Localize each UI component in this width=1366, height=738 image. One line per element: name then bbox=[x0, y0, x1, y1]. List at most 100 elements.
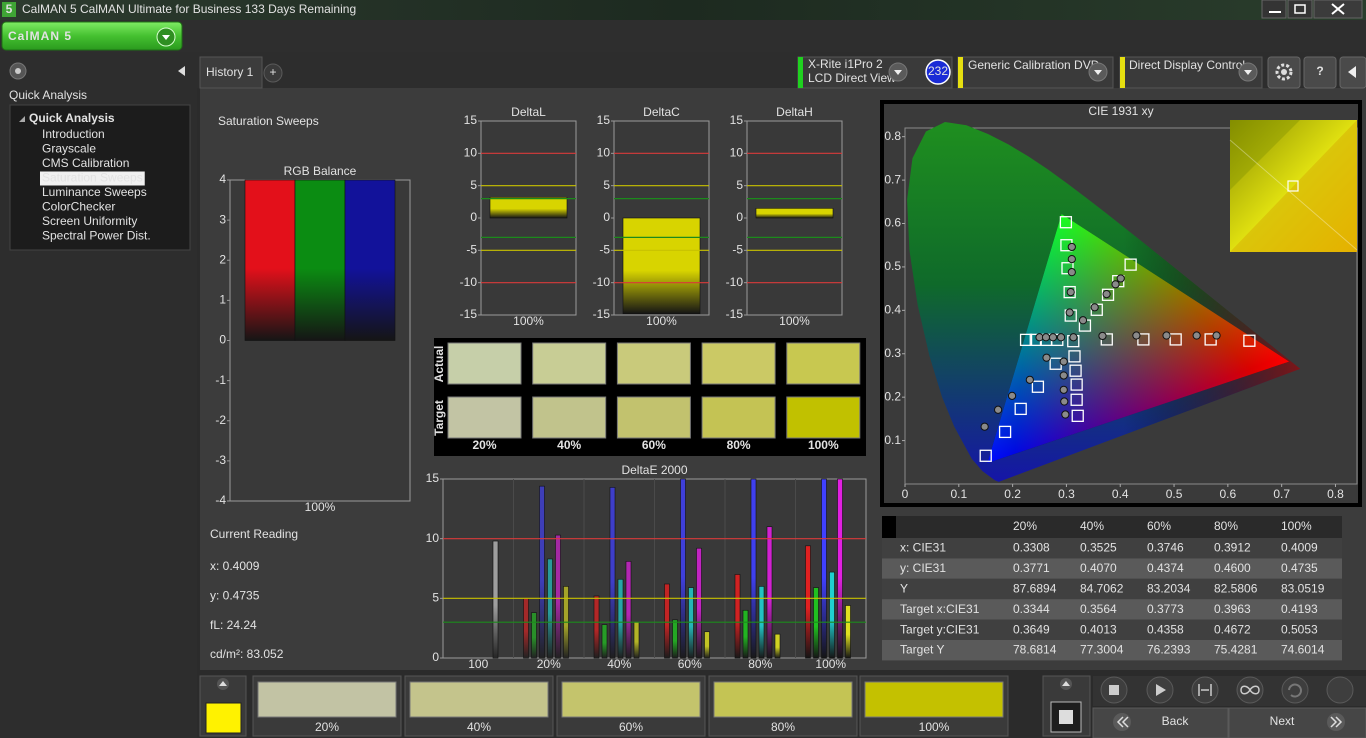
source-selector[interactable] bbox=[957, 56, 1114, 89]
target-point bbox=[1070, 378, 1083, 391]
y-tick-label: 10 bbox=[597, 146, 611, 160]
y-tick-label: 0.5 bbox=[884, 259, 901, 273]
table-row-label: x: CIE31 bbox=[900, 541, 946, 555]
table-cell: 82.5806 bbox=[1214, 581, 1258, 595]
x-tick-label: 20% bbox=[537, 657, 561, 671]
footer-swatch bbox=[561, 681, 701, 718]
y-tick-label: 0.4 bbox=[884, 303, 901, 317]
x-tick-label: 100 bbox=[468, 657, 488, 671]
logo-button[interactable] bbox=[1, 21, 183, 51]
bar bbox=[244, 179, 296, 341]
target-point bbox=[1031, 380, 1045, 393]
y-tick-label: -15 bbox=[593, 307, 611, 321]
measured-point bbox=[993, 405, 1003, 414]
x-tick-label: 80% bbox=[748, 657, 772, 671]
reading-title: Current Reading bbox=[210, 527, 298, 541]
measured-point bbox=[1162, 331, 1171, 340]
control-button[interactable] bbox=[1281, 676, 1309, 704]
display-selector[interactable] bbox=[1119, 56, 1263, 89]
window-button[interactable] bbox=[1287, 0, 1313, 19]
play-glyph bbox=[1156, 684, 1166, 696]
tree-item[interactable]: Introduction bbox=[42, 127, 105, 141]
y-tick-label: -3 bbox=[215, 453, 226, 467]
table-column-header: 60% bbox=[1147, 519, 1171, 533]
display-status bbox=[1120, 57, 1125, 88]
meter-mode: LCD Direct View bbox=[808, 71, 896, 85]
tree-item[interactable]: Screen Uniformity bbox=[42, 214, 137, 228]
footer-swatch-label: 80% bbox=[771, 720, 795, 734]
table-header bbox=[896, 516, 1342, 538]
next-button[interactable] bbox=[1228, 707, 1366, 738]
table-cell: 0.3963 bbox=[1214, 602, 1251, 616]
tree-item[interactable]: Spectral Power Dist. bbox=[42, 229, 151, 243]
tree-item[interactable]: ColorChecker bbox=[42, 200, 115, 214]
zoom-inset-shade bbox=[1230, 120, 1357, 252]
y-tick-label: 10 bbox=[426, 531, 440, 545]
table-cell: 0.4374 bbox=[1147, 561, 1184, 575]
tab[interactable] bbox=[199, 56, 263, 89]
measured-point bbox=[1048, 333, 1058, 342]
table-column-header: 20% bbox=[1013, 519, 1037, 533]
tree-root[interactable]: Quick Analysis bbox=[29, 111, 115, 125]
table-row bbox=[882, 640, 1342, 661]
dropdown-arrow bbox=[1094, 70, 1102, 75]
measured-point bbox=[1067, 242, 1076, 252]
target-point bbox=[1068, 350, 1081, 363]
measured-point bbox=[1059, 371, 1068, 380]
swatch-row-label: Target bbox=[432, 400, 446, 436]
table-cell: 0.4070 bbox=[1080, 561, 1117, 575]
help-button[interactable] bbox=[1303, 56, 1337, 89]
bar bbox=[625, 561, 632, 659]
y-tick-label: -1 bbox=[215, 373, 226, 387]
tree-item[interactable]: CMS Calibration bbox=[42, 156, 129, 170]
footer-swatch-label: 100% bbox=[919, 720, 950, 734]
display-name: Direct Display Control bbox=[1129, 58, 1245, 72]
tree-item[interactable]: Grayscale bbox=[42, 142, 96, 156]
y-tick-label: -10 bbox=[726, 275, 744, 289]
y-tick-label: 0.8 bbox=[884, 129, 901, 143]
bar bbox=[609, 487, 616, 659]
y-tick-label: 0.6 bbox=[884, 216, 901, 230]
measured-point bbox=[1060, 397, 1069, 406]
tree-item[interactable]: Saturation Sweeps bbox=[42, 171, 143, 185]
target-point bbox=[1063, 285, 1076, 299]
target-point bbox=[1169, 333, 1182, 346]
close-glyph bbox=[1331, 3, 1345, 15]
table-column-header: 40% bbox=[1080, 519, 1104, 533]
target-swatch bbox=[447, 396, 522, 439]
table-cell: 87.6894 bbox=[1013, 581, 1057, 595]
table-row bbox=[882, 599, 1342, 620]
y-tick-label: 0 bbox=[432, 650, 439, 664]
x-tick-label: 100% bbox=[779, 314, 810, 328]
control-button[interactable] bbox=[1326, 676, 1354, 704]
x-tick-label: 60% bbox=[678, 657, 702, 671]
table-cell: 74.6014 bbox=[1281, 643, 1325, 657]
sidebar-collapse[interactable] bbox=[178, 66, 185, 76]
swatch-label: 60% bbox=[642, 438, 666, 452]
next-label: Next bbox=[1270, 714, 1295, 728]
y-tick-label: 0.3 bbox=[884, 346, 901, 360]
actual-swatch bbox=[701, 342, 776, 385]
source-status bbox=[958, 57, 963, 88]
add-tab-button[interactable] bbox=[263, 63, 283, 83]
target-swatch bbox=[616, 396, 691, 439]
x-tick-label: 0.5 bbox=[1166, 487, 1183, 501]
meter-name: X-Rite i1Pro 2 bbox=[808, 57, 883, 71]
table-row bbox=[882, 619, 1342, 640]
measured-point bbox=[1059, 357, 1068, 366]
chart-title: DeltaH bbox=[776, 105, 813, 119]
table-cell: 75.4281 bbox=[1214, 643, 1258, 657]
y-tick-label: 0.2 bbox=[884, 389, 901, 403]
measured-point bbox=[1116, 274, 1125, 283]
bar bbox=[492, 540, 499, 659]
y-tick-label: 5 bbox=[603, 178, 610, 192]
y-tick-label: 0 bbox=[219, 333, 226, 347]
bar bbox=[601, 624, 608, 659]
y-tick-label: 2 bbox=[219, 252, 226, 266]
y-tick-label: 3 bbox=[219, 212, 226, 226]
logo-menu-arrow bbox=[162, 35, 170, 40]
y-tick-label: -15 bbox=[460, 307, 478, 321]
tree-item[interactable]: Luminance Sweeps bbox=[42, 185, 147, 199]
window-button[interactable] bbox=[1261, 0, 1287, 19]
